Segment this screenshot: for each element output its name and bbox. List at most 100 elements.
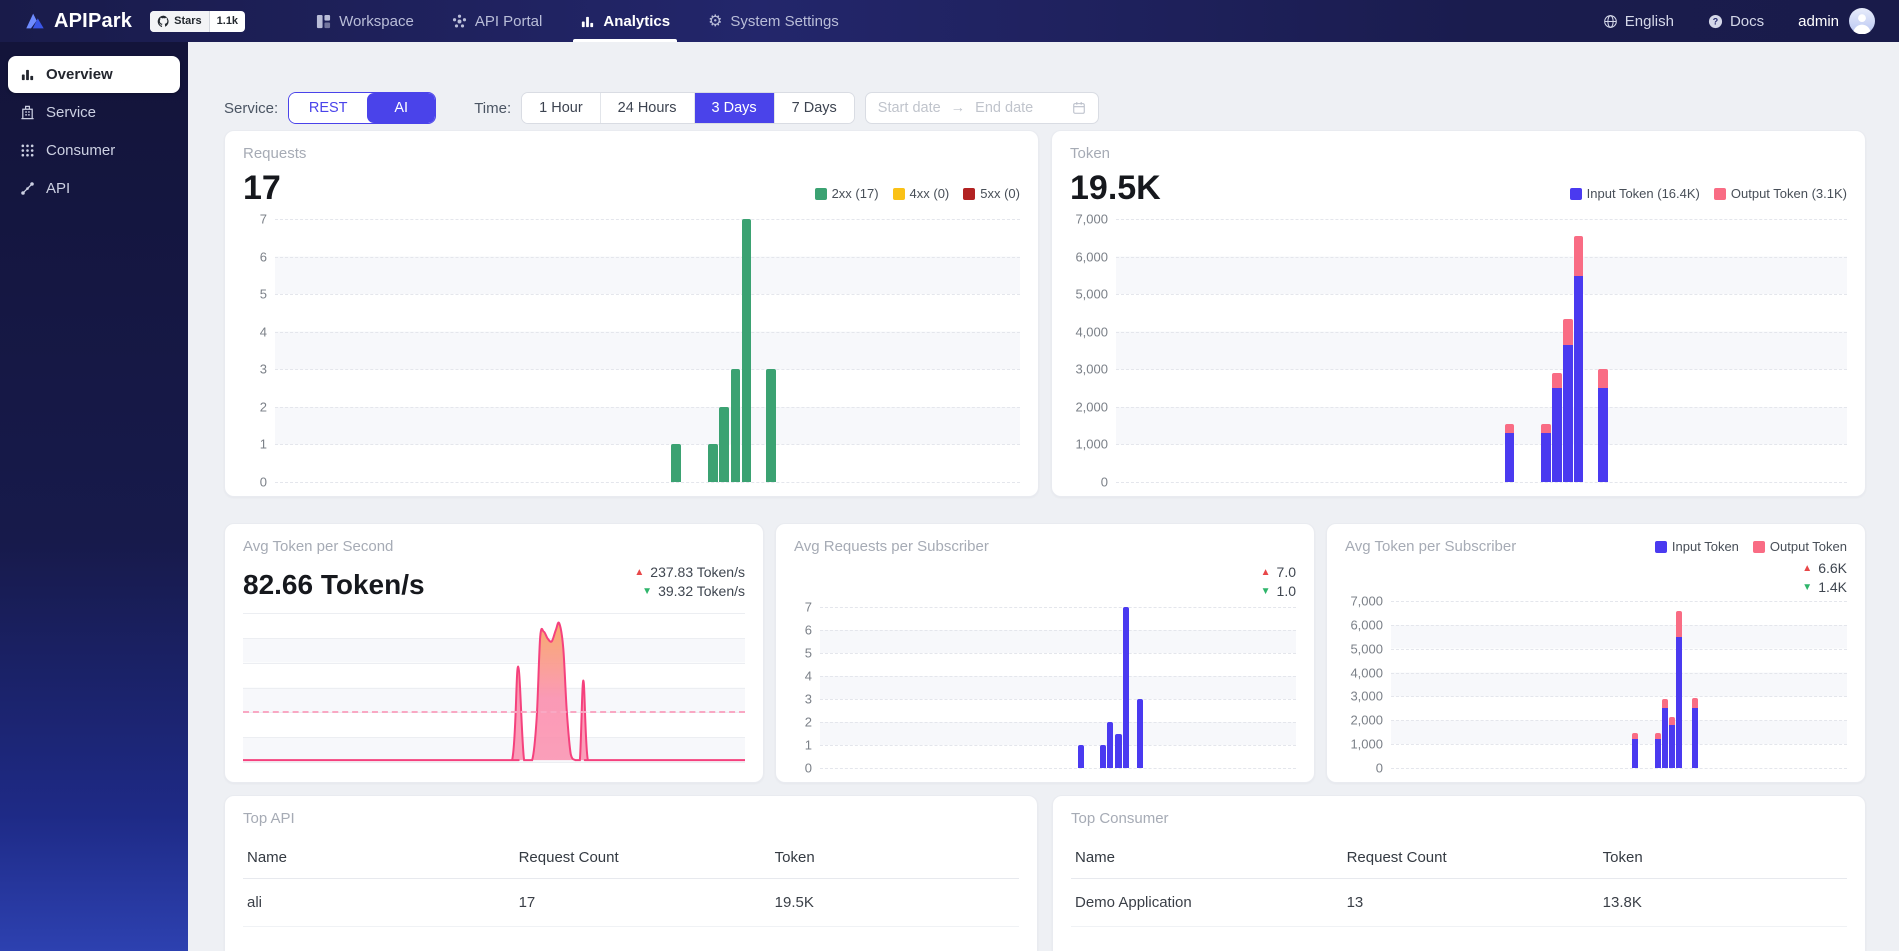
avg-tps-stats: ▲ 237.83 Token/s ▼ 39.32 Token/s <box>634 563 745 601</box>
axis-tick-label: 1,000 <box>1350 736 1383 752</box>
avg-requests-per-subscriber-panel: Avg Requests per Subscriber ▲ 7.0 ▼ 1.0 7 6… <box>775 523 1315 783</box>
gridline <box>275 444 1020 446</box>
bar-segment <box>1691 697 1698 709</box>
top-consumer-table: Name Request Count Token Demo Applicatio… <box>1071 837 1847 927</box>
bar-segment <box>1691 708 1698 768</box>
legend-item-input-token[interactable]: Input Token <box>1654 539 1739 554</box>
y-axis: 7,000 6,000 5,000 4,000 3,000 2,000 1,000 0 <box>1345 595 1391 775</box>
sidebar-item-api[interactable]: API <box>8 170 180 207</box>
nav-item-label: System Settings <box>730 12 839 30</box>
sidebar-item-overview[interactable]: Overview <box>8 56 180 93</box>
requests-panel: Requests 17 2xx (17) 4xx (0) 5xx (0) 7 6 5… <box>224 130 1039 497</box>
bar-segment <box>1632 739 1639 768</box>
legend-swatch <box>1752 540 1765 553</box>
table-row[interactable]: ali 17 19.5K <box>243 878 1019 927</box>
avg-token-sub-legend: Input Token Output Token <box>1654 539 1847 554</box>
docs-link[interactable]: ? Docs <box>1708 13 1764 30</box>
legend-item-output-token[interactable]: Output Token <box>1752 539 1847 554</box>
legend-item-4xx[interactable]: 4xx (0) <box>892 186 949 201</box>
filter-bar: Service: REST AI Time: 1 Hour 24 Hours 3… <box>224 92 1866 124</box>
nav-item-api-portal[interactable]: API Portal <box>433 0 562 42</box>
time-filter-label: Time: <box>474 99 512 117</box>
axis-tick-label: 2 <box>804 714 812 730</box>
calendar-icon <box>1072 101 1086 115</box>
service-segmented-control: REST AI <box>288 92 437 124</box>
gridline <box>820 745 1296 746</box>
bar-segment <box>1077 745 1084 768</box>
gridline <box>1116 256 1847 258</box>
service-icon <box>20 105 35 120</box>
gridline <box>820 676 1296 677</box>
axis-tick-label: 4 <box>259 324 267 340</box>
column-header-request-count: Request Count <box>1342 837 1599 879</box>
bar-segment <box>1541 423 1551 434</box>
gridline <box>1391 624 1847 626</box>
nav-item-system-settings[interactable]: ⚙ System Settings <box>689 0 858 42</box>
min-value: 39.32 Token/s <box>658 583 745 599</box>
panel-title: Avg Token per Subscriber <box>1345 538 1517 555</box>
axis-tick-label: 2,000 <box>1075 399 1108 415</box>
avg-token-per-second-panel: Avg Token per Second 82.66 Token/s ▲ 237.… <box>224 523 764 783</box>
time-option-24-hours[interactable]: 24 Hours <box>599 93 694 123</box>
sidebar-item-service[interactable]: Service <box>8 94 180 131</box>
y-axis: 7 6 5 4 3 2 1 0 <box>243 213 275 489</box>
start-date-input[interactable]: Start date <box>877 100 941 116</box>
service-option-ai[interactable]: AI <box>367 93 436 123</box>
github-stars-badge[interactable]: Stars 1.1k <box>150 10 246 32</box>
axis-tick-label: 3 <box>259 361 267 377</box>
avg-token-sub-stats: ▲ 6.6K ▼ 1.4K <box>1802 559 1847 597</box>
bar-segment <box>1573 275 1584 482</box>
axis-tick-label: 5,000 <box>1350 641 1383 657</box>
legend-item-2xx[interactable]: 2xx (17) <box>814 186 879 201</box>
stars-label: Stars <box>174 15 202 27</box>
cell-name: ali <box>243 878 515 927</box>
gridline <box>275 256 1020 258</box>
axis-tick-label: 3,000 <box>1075 361 1108 377</box>
axis-tick-label: 4 <box>804 668 812 684</box>
plot-area <box>243 613 745 763</box>
bar-segment <box>1115 733 1122 768</box>
legend-swatch <box>963 187 976 200</box>
sidebar-item-consumer[interactable]: Consumer <box>8 132 180 169</box>
bar-segment <box>730 369 741 482</box>
nav-item-analytics[interactable]: Analytics <box>561 0 689 42</box>
date-range-picker[interactable]: Start date → End date <box>864 92 1099 124</box>
language-selector[interactable]: English <box>1603 13 1674 30</box>
end-date-input[interactable]: End date <box>975 100 1034 116</box>
nav-item-workspace[interactable]: Workspace <box>297 0 433 42</box>
cell-token: 19.5K <box>770 878 1019 927</box>
stars-count: 1.1k <box>216 15 239 27</box>
bar-segment <box>719 406 730 482</box>
time-option-7-days[interactable]: 7 Days <box>773 93 854 123</box>
column-header-request-count: Request Count <box>514 837 771 879</box>
gridline <box>243 662 745 664</box>
legend-item-5xx[interactable]: 5xx (0) <box>963 186 1020 201</box>
service-option-rest[interactable]: REST <box>289 93 368 123</box>
user-menu[interactable]: admin <box>1798 8 1875 34</box>
gridline <box>275 219 1020 221</box>
bar-segment <box>766 369 776 482</box>
max-value: 7.0 <box>1276 564 1296 580</box>
bar-segment <box>670 444 681 482</box>
average-dashed-line <box>243 710 745 713</box>
brand-name: APIPark <box>54 9 133 32</box>
panel-title: Token <box>1070 145 1111 162</box>
down-arrow-icon: ▼ <box>642 586 653 597</box>
down-arrow-icon: ▼ <box>1260 586 1271 597</box>
legend-item-input-token[interactable]: Input Token (16.4K) <box>1569 186 1700 201</box>
time-option-1-hour[interactable]: 1 Hour <box>522 93 600 123</box>
table-row[interactable]: Demo Application 13 13.8K <box>1071 878 1847 927</box>
panel-title: Avg Token per Second <box>243 538 394 555</box>
gridline <box>1116 369 1847 371</box>
requests-total: 17 <box>243 169 281 207</box>
svg-text:?: ? <box>1713 16 1718 26</box>
avg-token-per-subscriber-panel: Avg Token per Subscriber Input Token Out… <box>1326 523 1866 783</box>
axis-tick-label: 0 <box>1375 760 1383 776</box>
brand[interactable]: APIPark Stars 1.1k <box>24 9 246 33</box>
legend-item-output-token[interactable]: Output Token (3.1K) <box>1713 186 1847 201</box>
bar-segment <box>1676 636 1683 768</box>
time-option-3-days[interactable]: 3 Days <box>693 93 774 123</box>
top-nav: APIPark Stars 1.1k Workspace API Portal <box>0 0 1899 42</box>
top-consumer-panel: Top Consumer Name Request Count Token De… <box>1052 795 1866 951</box>
gridline <box>820 722 1296 723</box>
